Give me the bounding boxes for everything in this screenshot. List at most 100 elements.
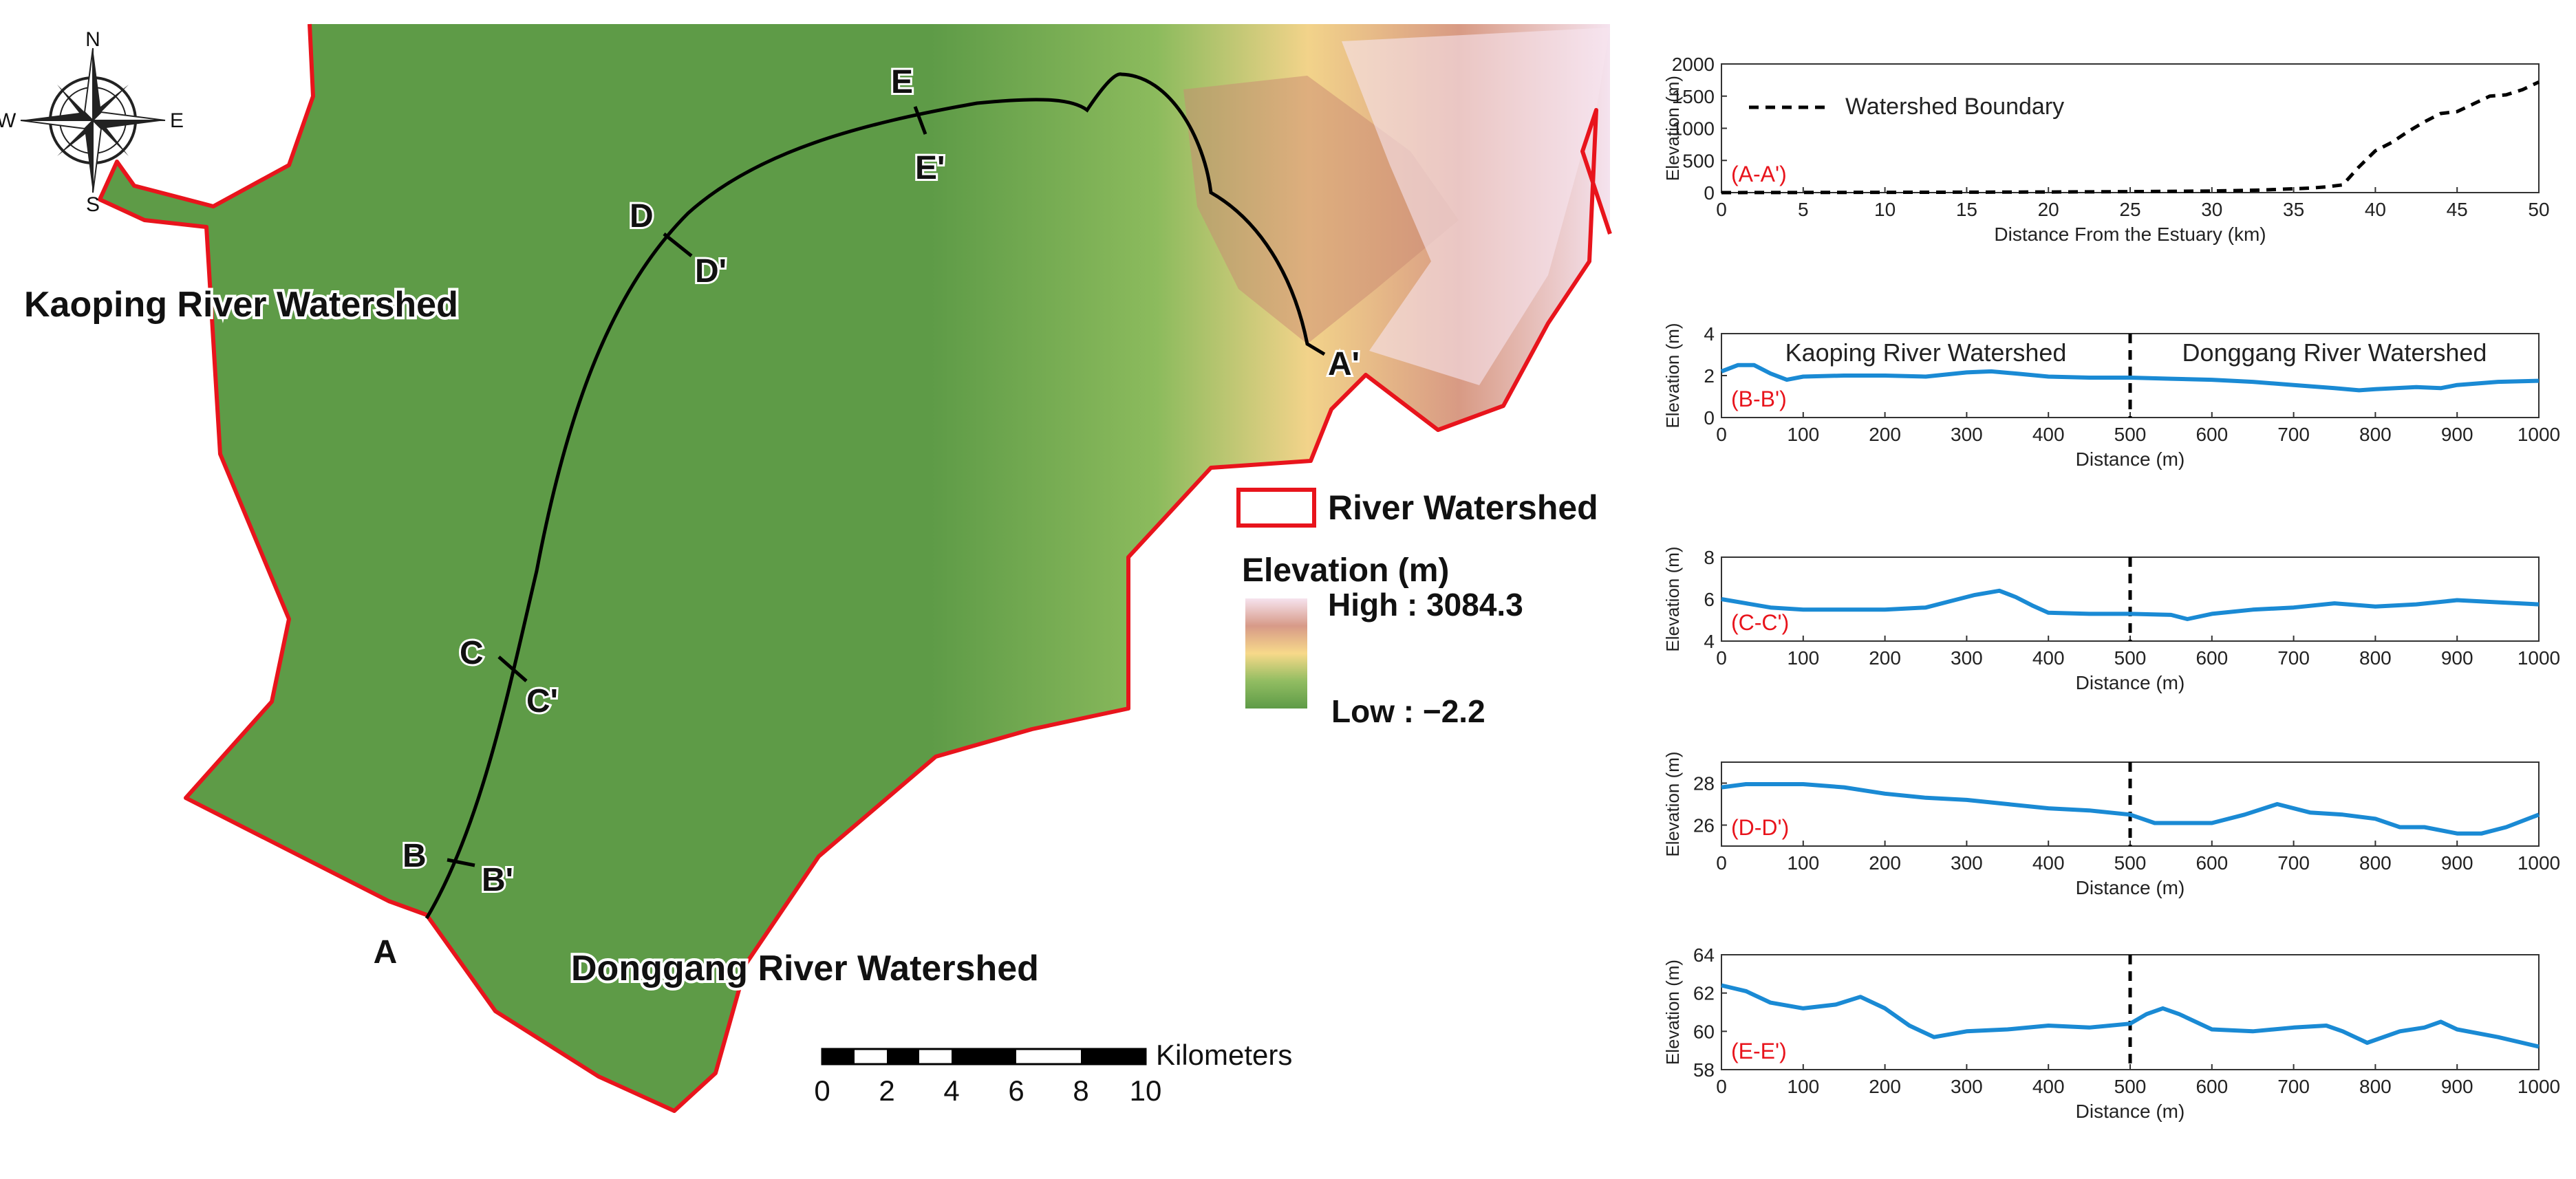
map-panel: A A' B B' C C' D D' E E' Kaoping River W…: [0, 23, 1612, 1113]
panel-label: (C-C'): [1731, 610, 1789, 635]
x-tick-label: 40: [2365, 199, 2386, 220]
x-axis-label: Distance From the Estuary (km): [1994, 224, 2266, 245]
point-label-c-prime: C': [526, 683, 558, 720]
x-tick-label: 200: [1869, 852, 1901, 874]
scale-bar: 0 2 4 6 8 10 Kilometers: [814, 1039, 1292, 1107]
x-tick-label: 500: [2114, 852, 2147, 874]
point-label-b: B: [402, 838, 427, 874]
x-tick-label: 100: [1787, 1076, 1819, 1097]
x-axis-label: Distance (m): [2076, 672, 2185, 693]
legend-elevation-title: Elevation (m): [1242, 552, 1449, 589]
point-label-e-prime: E': [915, 150, 945, 186]
panel-label: (D-D'): [1731, 815, 1789, 840]
scalebar-tick-0: 0: [814, 1074, 830, 1107]
legend-low-label: Low : −2.2: [1331, 693, 1485, 729]
x-tick-label: 0: [1716, 852, 1727, 874]
x-tick-label: 1000: [2518, 647, 2560, 669]
y-axis-label: Elevation (m): [1662, 546, 1683, 651]
x-tick-label: 500: [2114, 1076, 2147, 1097]
kaoping-watershed-label: Kaoping River Watershed: [24, 285, 458, 325]
point-label-c: C: [460, 635, 484, 671]
point-label-a: A: [374, 934, 398, 971]
x-axis-label: Distance (m): [2076, 877, 2185, 898]
y-tick-label: 2: [1704, 365, 1715, 387]
compass-south-label: S: [86, 193, 100, 216]
cross-section-tick-c: [497, 656, 528, 682]
x-tick-label: 10: [1874, 199, 1896, 220]
right-region-label: Donggang River Watershed: [2182, 338, 2487, 367]
scalebar-tick-8: 8: [1073, 1074, 1088, 1107]
x-axis-label: Distance (m): [2076, 1101, 2185, 1122]
x-tick-label: 25: [2119, 199, 2140, 220]
x-tick-label: 1000: [2518, 1076, 2560, 1097]
y-tick-label: 4: [1704, 631, 1715, 652]
x-tick-label: 700: [2277, 647, 2310, 669]
y-tick-label: 62: [1693, 983, 1715, 1004]
chart-panel-2: 0 100 200 300 400 500 600 700 800 900 1000 0 2 4 Dista…: [1662, 323, 2560, 470]
point-label-e: E: [891, 64, 913, 100]
legend-boundary-label: River Watershed: [1328, 488, 1598, 527]
panel-label: (E-E'): [1731, 1039, 1787, 1063]
x-tick-label: 400: [2032, 852, 2065, 874]
y-tick-label: 28: [1693, 773, 1715, 794]
series-line: [1721, 80, 2540, 195]
watershed-terrain: [100, 24, 1610, 1111]
scalebar-tick-2: 2: [879, 1074, 894, 1107]
x-tick-label: 0: [1716, 199, 1727, 220]
x-tick-label: 200: [1869, 424, 1901, 445]
series-line: [1721, 983, 2540, 1049]
y-tick-label: 1000: [1672, 118, 1715, 140]
x-tick-label: 15: [1956, 199, 1977, 220]
x-tick-label: 800: [2359, 852, 2392, 874]
x-tick-label: 300: [1951, 852, 1983, 874]
x-tick-label: 20: [2038, 199, 2059, 220]
cross-section-tick-e: [913, 106, 927, 135]
y-tick-label: 0: [1704, 182, 1715, 204]
donggang-watershed-label: Donggang River Watershed: [571, 949, 1039, 988]
x-tick-label: 200: [1869, 647, 1901, 669]
x-tick-label: 700: [2277, 852, 2310, 874]
cross-section-tick-b: [447, 858, 475, 867]
x-tick-label: 100: [1787, 852, 1819, 874]
x-tick-label: 900: [2441, 647, 2473, 669]
x-tick-label: 800: [2359, 647, 2392, 669]
legend-elevation-ramp: [1245, 598, 1307, 709]
transect-line-a-a-prime: [425, 72, 1326, 920]
chart-panel-1: 0 5 10 15 20 25 30 35 40 45 500500100015002000Dist…: [1662, 54, 2550, 245]
compass-rose-icon: N S E W: [0, 28, 184, 216]
x-axis-label: Distance (m): [2076, 448, 2185, 470]
y-tick-label: 26: [1693, 815, 1715, 836]
y-tick-label: 0: [1704, 407, 1715, 429]
y-tick-label: 1500: [1672, 86, 1715, 107]
x-tick-label: 300: [1951, 1076, 1983, 1097]
legend-high-label: High : 3084.3: [1328, 587, 1523, 623]
series-line: [1721, 588, 2540, 621]
scalebar-tick-4: 4: [943, 1074, 959, 1107]
panel-label: (B-B'): [1731, 387, 1787, 411]
x-tick-label: 600: [2196, 852, 2228, 874]
y-tick-label: 60: [1693, 1021, 1715, 1042]
x-tick-label: 45: [2447, 199, 2468, 220]
x-tick-label: 700: [2277, 424, 2310, 445]
y-axis-label: Elevation (m): [1662, 751, 1683, 856]
compass-north-label: N: [85, 28, 100, 51]
x-tick-label: 35: [2283, 199, 2304, 220]
y-axis-label: Elevation (m): [1662, 960, 1683, 1065]
scalebar-tick-10: 10: [1130, 1074, 1162, 1107]
x-tick-label: 300: [1951, 424, 1983, 445]
x-tick-label: 400: [2032, 647, 2065, 669]
x-tick-label: 900: [2441, 1076, 2473, 1097]
x-tick-label: 400: [2032, 1076, 2065, 1097]
x-tick-label: 300: [1951, 647, 1983, 669]
panel-label: (A-A'): [1731, 162, 1787, 186]
legend-boundary-swatch: [1236, 488, 1316, 528]
x-tick-label: 200: [1869, 1076, 1901, 1097]
scalebar-unit: Kilometers: [1156, 1039, 1292, 1071]
x-tick-label: 1000: [2518, 424, 2560, 445]
x-tick-label: 100: [1787, 424, 1819, 445]
point-label-b-prime: B': [482, 862, 513, 898]
map-legend: River Watershed Elevation (m) High : 308…: [1236, 488, 1598, 729]
x-tick-label: 600: [2196, 424, 2228, 445]
